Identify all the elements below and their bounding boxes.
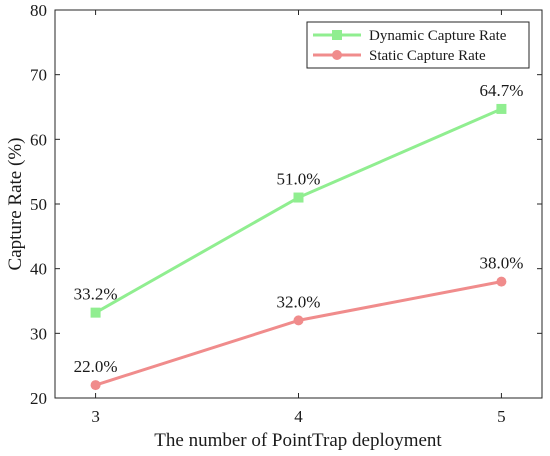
y-tick-label: 80 bbox=[30, 1, 47, 20]
legend-label-dynamic: Dynamic Capture Rate bbox=[369, 28, 507, 44]
data-label-dynamic-capture-rate: 64.7% bbox=[479, 81, 523, 100]
data-label-static-capture-rate: 32.0% bbox=[277, 292, 321, 311]
y-tick-label: 70 bbox=[30, 66, 47, 85]
y-tick-label: 20 bbox=[30, 389, 47, 408]
series-layer bbox=[90, 103, 507, 391]
x-tick-label: 4 bbox=[294, 407, 303, 426]
data-point-dynamic-capture-rate bbox=[293, 192, 304, 203]
legend-marker-static bbox=[332, 50, 342, 60]
data-label-static-capture-rate: 22.0% bbox=[74, 357, 118, 376]
y-tick-label: 50 bbox=[30, 195, 47, 214]
data-point-dynamic-capture-rate bbox=[90, 307, 101, 318]
data-label-static-capture-rate: 38.0% bbox=[479, 254, 523, 273]
y-tick-label: 60 bbox=[30, 130, 47, 149]
x-tick-label: 5 bbox=[497, 407, 506, 426]
legend-marker-dynamic bbox=[332, 30, 342, 40]
y-axis-title: Capture Rate (%) bbox=[5, 138, 26, 271]
data-point-dynamic-capture-rate bbox=[496, 103, 507, 114]
legend: Dynamic Capture Rate Static Capture Rate bbox=[306, 21, 530, 69]
y-tick-label: 40 bbox=[30, 260, 47, 279]
x-axis-title: The number of PointTrap deployment bbox=[154, 430, 442, 451]
legend-box bbox=[306, 21, 530, 69]
legend-label-static: Static Capture Rate bbox=[369, 48, 486, 64]
series-line-dynamic-capture-rate bbox=[94, 107, 503, 314]
data-label-dynamic-capture-rate: 33.2% bbox=[74, 285, 118, 304]
data-point-static-capture-rate bbox=[496, 276, 507, 287]
x-axis-ticks: 3 4 5 bbox=[91, 10, 506, 426]
x-tick-label: 3 bbox=[91, 407, 100, 426]
data-point-static-capture-rate bbox=[90, 380, 101, 391]
data-point-static-capture-rate bbox=[293, 315, 304, 326]
data-label-dynamic-capture-rate: 51.0% bbox=[277, 170, 321, 189]
data-labels-layer: 33.2% 51.0% 64.7% 22.0% 32.0% 38.0% bbox=[74, 81, 524, 376]
y-axis-ticks: 20 30 40 50 60 70 80 bbox=[30, 1, 542, 408]
y-tick-label: 30 bbox=[30, 324, 47, 343]
